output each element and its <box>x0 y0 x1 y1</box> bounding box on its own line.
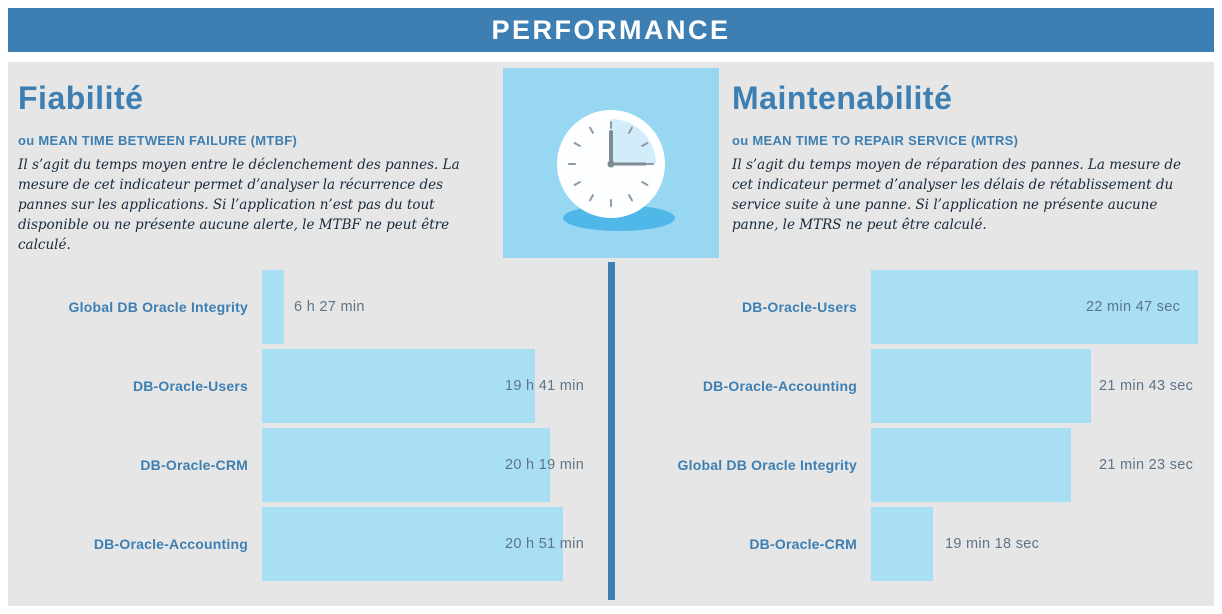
bar <box>262 349 535 423</box>
bar <box>262 270 284 344</box>
maintenabilite-section: Maintenabilité ou MEAN TIME TO REPAIR SE… <box>732 62 1204 262</box>
clock-icon <box>557 110 675 231</box>
mtrs-subtitle: ou MEAN TIME TO REPAIR SERVICE (MTRS) <box>732 133 1019 148</box>
charts-section: Global DB Oracle Integrity 6 h 27 min DB… <box>8 262 1214 600</box>
bar <box>871 428 1071 502</box>
bar-value: 21 min 43 sec <box>1099 378 1194 394</box>
clock-tile <box>503 68 719 258</box>
chart-row: Global DB Oracle Integrity 21 min 23 sec <box>623 428 1214 502</box>
bar-area: 19 h 41 min <box>262 349 608 423</box>
mtbf-subtitle: ou MEAN TIME BETWEEN FAILURE (MTBF) <box>18 133 298 148</box>
bar <box>871 507 933 581</box>
bar <box>871 349 1091 423</box>
fiabilite-section: Fiabilité ou MEAN TIME BETWEEN FAILURE (… <box>18 62 490 262</box>
bar-value: 20 h 19 min <box>505 457 585 473</box>
bar-value: 19 min 18 sec <box>945 536 1040 552</box>
bar-value: 19 h 41 min <box>505 378 585 394</box>
chart-row: DB-Oracle-CRM 20 h 19 min <box>8 428 608 502</box>
page-title: PERFORMANCE <box>491 14 731 45</box>
mtrs-description: Il s’agit du temps moyen de réparation d… <box>732 157 1182 233</box>
bar <box>262 428 550 502</box>
bar-label: DB-Oracle-Users <box>132 377 248 394</box>
mtrs-chart: DB-Oracle-Users 22 min 47 sec DB-Oracle-… <box>615 270 1214 586</box>
bar-label: DB-Oracle-CRM <box>140 456 248 473</box>
mtbf-description: Il s’agit du temps moyen entre le déclen… <box>18 157 460 253</box>
bar-label: DB-Oracle-CRM <box>749 535 857 552</box>
bar-area: 21 min 23 sec <box>871 428 1214 502</box>
bar-area: 19 min 18 sec <box>871 507 1214 581</box>
description-section: Fiabilité ou MEAN TIME BETWEEN FAILURE (… <box>8 62 1214 262</box>
performance-panel: Fiabilité ou MEAN TIME BETWEEN FAILURE (… <box>8 62 1214 606</box>
bar-value: 21 min 23 sec <box>1099 457 1194 473</box>
maintenabilite-title: Maintenabilité <box>732 80 953 116</box>
chart-row: DB-Oracle-CRM 19 min 18 sec <box>623 507 1214 581</box>
bar-label: Global DB Oracle Integrity <box>68 298 248 315</box>
bar <box>871 270 1198 344</box>
bar-value: 6 h 27 min <box>294 299 365 315</box>
performance-banner: PERFORMANCE <box>8 8 1214 52</box>
chart-row: DB-Oracle-Users 19 h 41 min <box>8 349 608 423</box>
bar-area: 20 h 51 min <box>262 507 608 581</box>
chart-row: DB-Oracle-Accounting 21 min 43 sec <box>623 349 1214 423</box>
mtbf-chart: Global DB Oracle Integrity 6 h 27 min DB… <box>8 270 608 586</box>
bar-area: 6 h 27 min <box>262 270 608 344</box>
bar-value: 20 h 51 min <box>505 536 585 552</box>
bar-value: 22 min 47 sec <box>1086 299 1181 315</box>
chart-row: DB-Oracle-Accounting 20 h 51 min <box>8 507 608 581</box>
fiabilite-title: Fiabilité <box>18 80 144 116</box>
bar-area: 22 min 47 sec <box>871 270 1214 344</box>
chart-row: DB-Oracle-Users 22 min 47 sec <box>623 270 1214 344</box>
bar-label: DB-Oracle-Users <box>741 298 857 315</box>
bar-area: 21 min 43 sec <box>871 349 1214 423</box>
chart-row: Global DB Oracle Integrity 6 h 27 min <box>8 270 608 344</box>
vertical-divider <box>608 262 615 600</box>
bar-label: Global DB Oracle Integrity <box>677 456 857 473</box>
bar-label: DB-Oracle-Accounting <box>702 377 857 394</box>
bar-area: 20 h 19 min <box>262 428 608 502</box>
bar <box>262 507 563 581</box>
bar-label: DB-Oracle-Accounting <box>93 535 248 552</box>
